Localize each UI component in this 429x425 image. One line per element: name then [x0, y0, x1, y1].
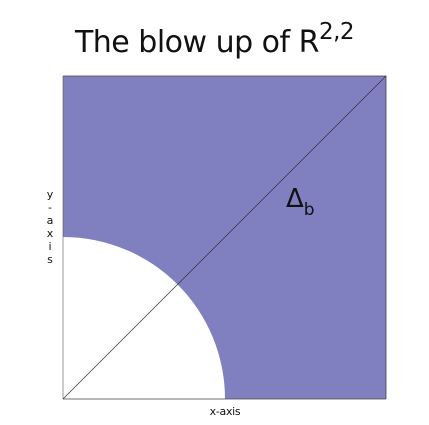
title-superscript: 2,2 — [318, 19, 355, 45]
y-axis-label-char: x — [46, 227, 54, 240]
x-axis-label: x-axis — [209, 405, 241, 418]
y-axis-label-char: a — [46, 214, 54, 227]
y-axis-label-char: - — [48, 201, 52, 214]
y-axis-label-char: i — [48, 240, 52, 253]
diagram-title: The blow up of R2,2 — [0, 14, 429, 63]
y-axis-label-char: y — [46, 188, 54, 201]
region-label: Δb — [286, 184, 315, 223]
y-axis-label-char: s — [47, 253, 53, 266]
region-symbol: Δ — [286, 184, 304, 214]
region-subscript: b — [303, 200, 315, 221]
diagonal-line — [62, 75, 387, 400]
title-text: The blow up of R — [74, 25, 320, 60]
